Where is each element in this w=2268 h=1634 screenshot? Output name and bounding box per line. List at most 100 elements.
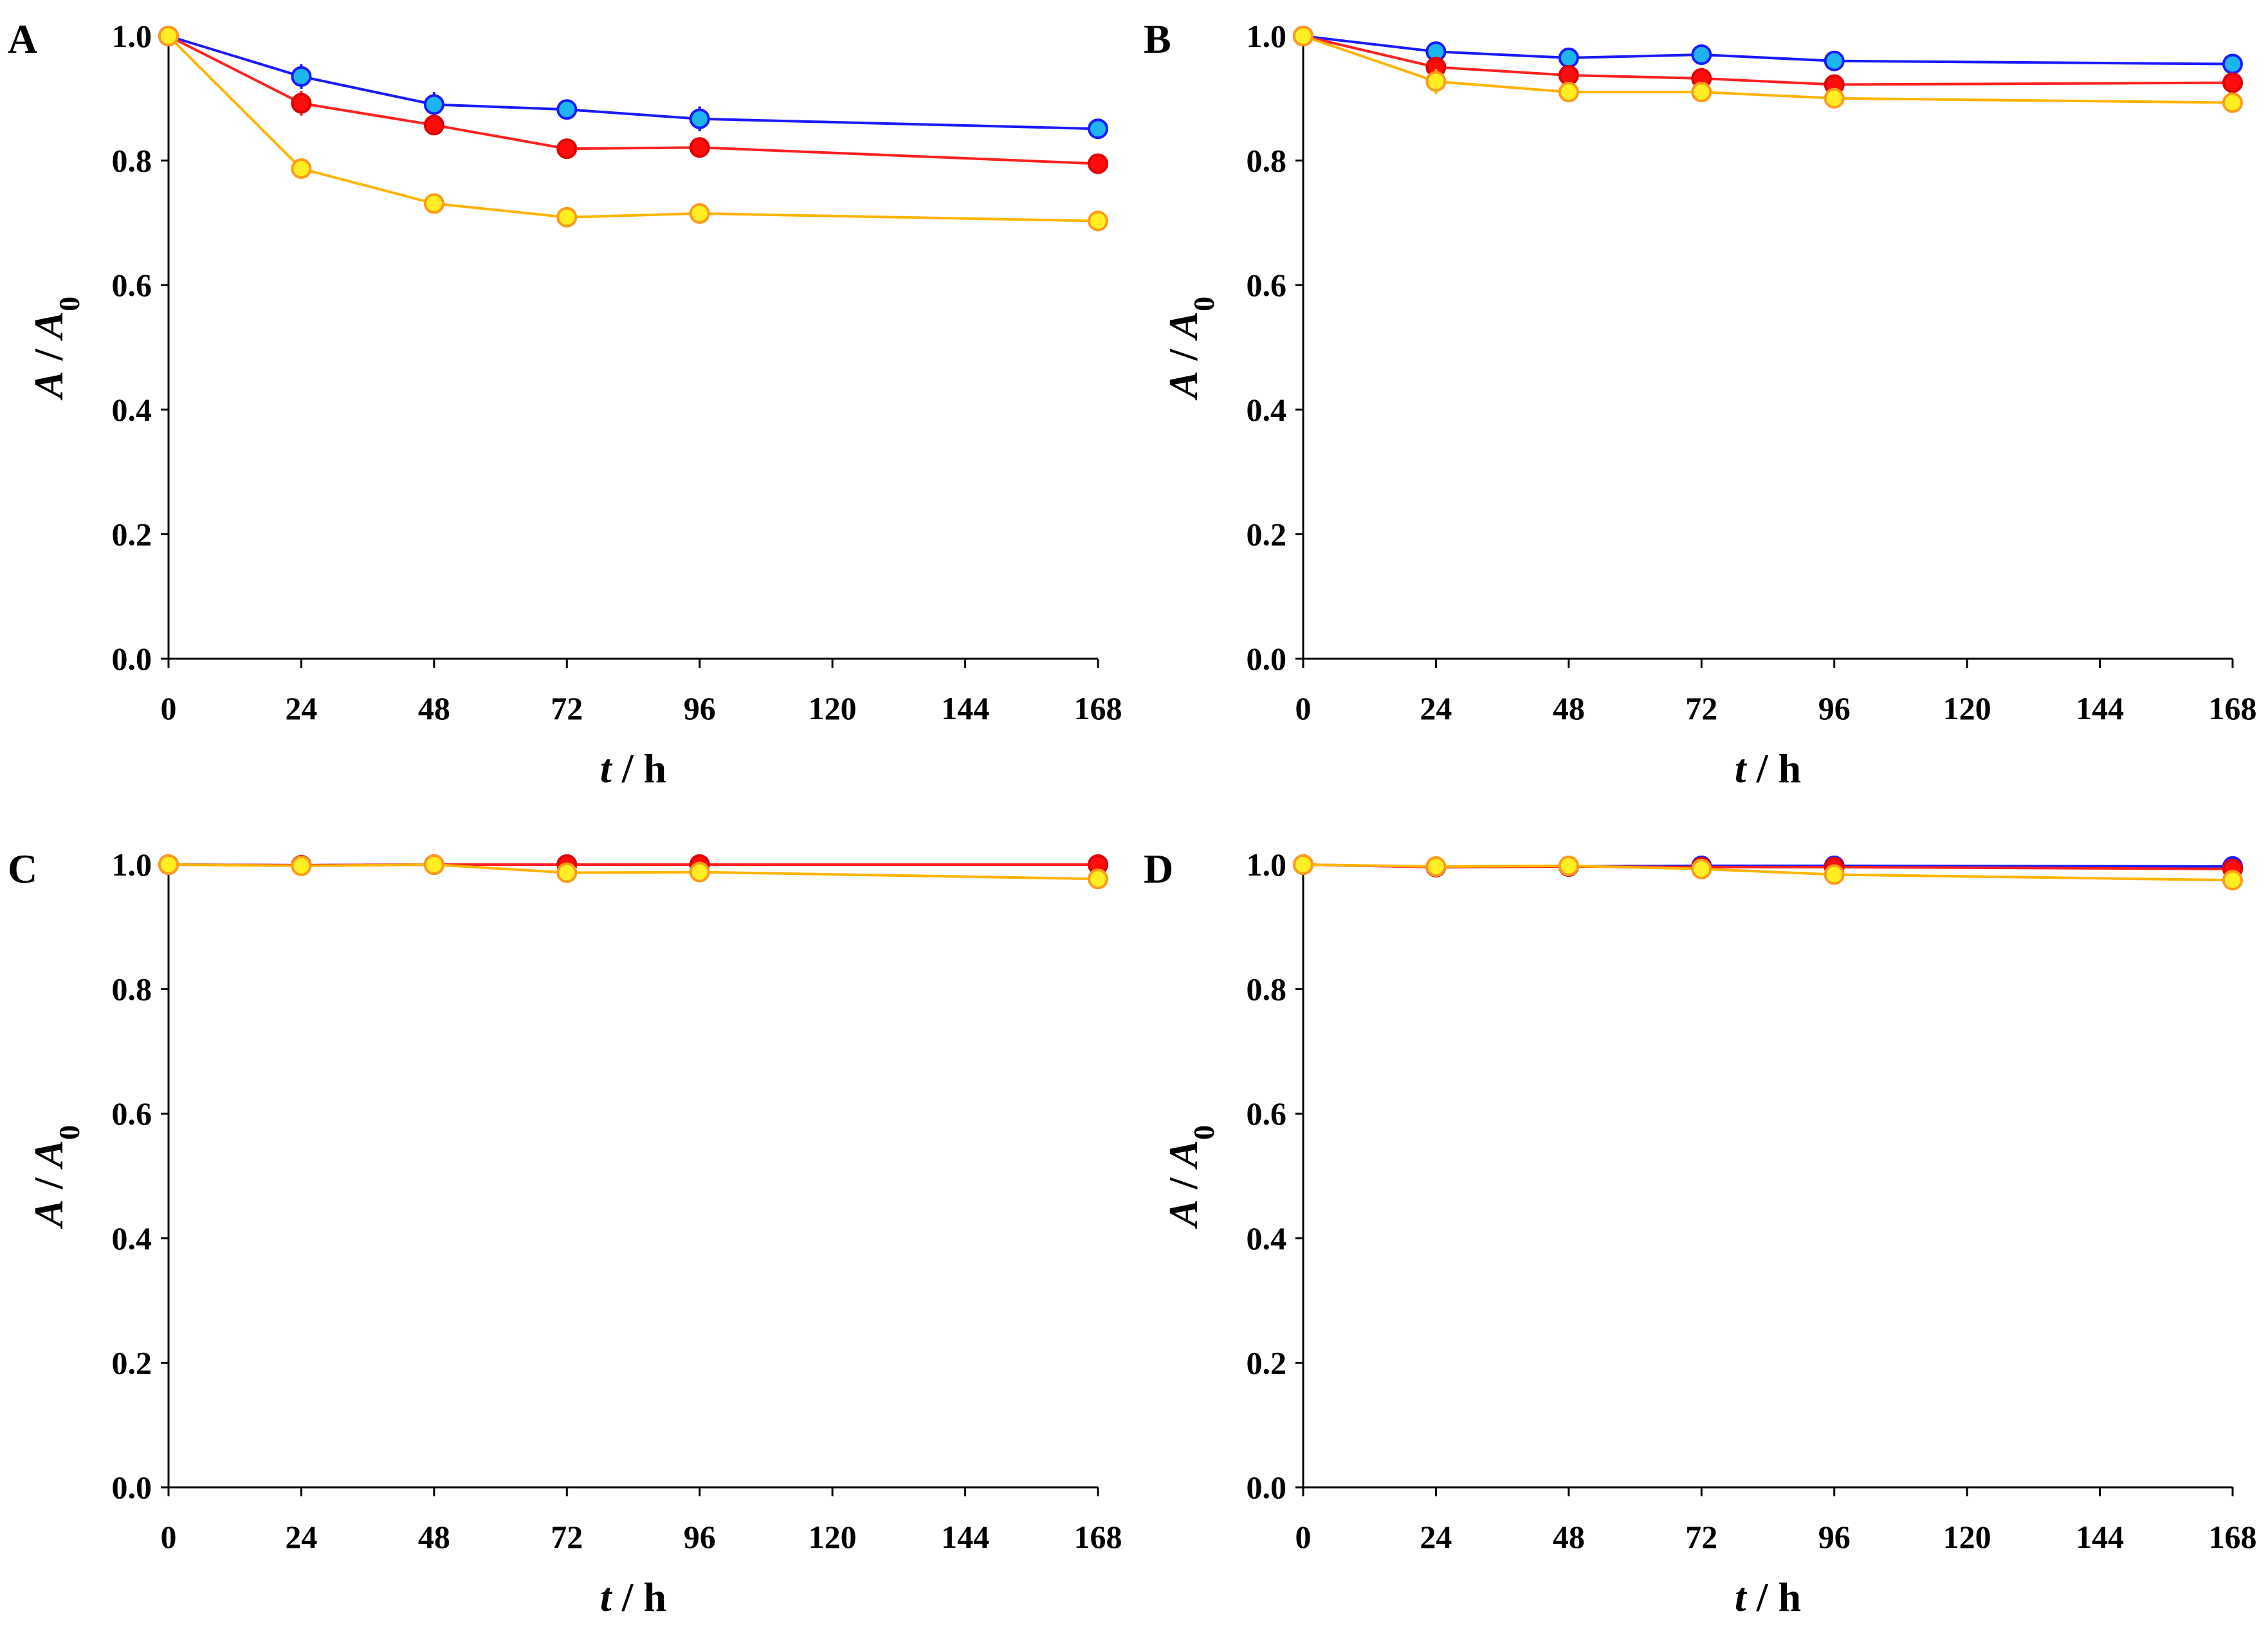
y-axis-title-var: A bbox=[26, 371, 71, 401]
x-tick-label: 96 bbox=[684, 1519, 716, 1555]
x-tick-label: 120 bbox=[1943, 1519, 1991, 1555]
data-point bbox=[423, 94, 444, 115]
data-point bbox=[423, 854, 444, 875]
x-axis-title-var: t bbox=[600, 746, 613, 791]
y-tick-label: 1.0 bbox=[112, 847, 152, 883]
data-point bbox=[556, 99, 578, 120]
series-red bbox=[158, 26, 1108, 174]
y-axis-title: A / A0 bbox=[1160, 1125, 1220, 1229]
panel-b: B 0.0 0.2 0.4 0.6 0.8 1.0 0 24 48 72 96 120 144 168 t /… bbox=[1144, 16, 2257, 791]
y-tick-label: 0.4 bbox=[1247, 1220, 1287, 1256]
y-tick-label: 0.8 bbox=[1247, 143, 1287, 179]
panel-c: C 0.0 0.2 0.4 0.6 0.8 1.0 0 24 48 72 96 120 144 168 t /… bbox=[8, 846, 1122, 1620]
x-tick-label: 24 bbox=[285, 1519, 317, 1555]
series-line-yellow bbox=[168, 863, 1099, 881]
y-axis-title-var2: A bbox=[26, 1140, 71, 1170]
y-axis-title-subscript: 0 bbox=[1187, 297, 1220, 311]
data-point bbox=[1558, 855, 1579, 876]
data-point bbox=[2222, 72, 2243, 93]
y-axis-title-subscript: 0 bbox=[53, 297, 86, 311]
data-point bbox=[1691, 44, 1712, 66]
panel-letter: A bbox=[8, 16, 37, 62]
x-axis-title-var: t bbox=[600, 1574, 613, 1620]
x-tick-label: 0 bbox=[161, 690, 177, 726]
data-point bbox=[689, 137, 710, 158]
data-point bbox=[1293, 26, 1313, 46]
y-axis-title-var: A bbox=[1160, 371, 1206, 401]
x-tick-label: 120 bbox=[1943, 690, 1991, 726]
series-line-blue bbox=[168, 35, 1099, 131]
x-tick-label: 24 bbox=[1420, 690, 1452, 726]
data-point bbox=[689, 108, 710, 129]
x-axis-title: t / h bbox=[1735, 1574, 1801, 1620]
y-axis-title-text: A / A0 bbox=[26, 297, 86, 401]
y-tick-label: 0.0 bbox=[1247, 1469, 1287, 1505]
y-tick-label: 0.2 bbox=[112, 516, 152, 552]
x-axis-title: t / h bbox=[600, 1574, 666, 1620]
x-tick-label: 48 bbox=[418, 1519, 450, 1555]
x-tick-label: 168 bbox=[1074, 690, 1122, 726]
y-tick-label: 0.0 bbox=[112, 641, 152, 677]
x-axis-title-var: t bbox=[1735, 746, 1748, 791]
y-tick-label: 0.8 bbox=[1247, 971, 1287, 1007]
series-blue bbox=[158, 26, 1108, 140]
x-tick-label: 72 bbox=[1685, 690, 1717, 726]
y-axis-title-sep: / bbox=[26, 339, 71, 371]
x-axis-title-unit: / h bbox=[1746, 1574, 1801, 1620]
x-tick-label: 144 bbox=[941, 1519, 989, 1555]
series-line-yellow bbox=[1303, 863, 2233, 882]
data-point bbox=[1088, 210, 1108, 232]
x-axis-title: t / h bbox=[600, 746, 666, 791]
series-line-yellow bbox=[1303, 35, 2233, 104]
y-tick-label: 0.6 bbox=[1247, 1096, 1287, 1132]
y-tick-label: 0.0 bbox=[112, 1469, 152, 1505]
y-axis-title: A / A0 bbox=[26, 1125, 86, 1229]
panel-letter: B bbox=[1144, 16, 1171, 62]
y-tick-label: 0.6 bbox=[112, 1096, 152, 1132]
y-axis-title-text: A / A0 bbox=[26, 1125, 86, 1229]
data-point bbox=[689, 861, 710, 883]
series-line-red bbox=[168, 35, 1099, 165]
data-point bbox=[1824, 87, 1845, 109]
panel-d: D 0.0 0.2 0.4 0.6 0.8 1.0 0 24 48 72 96 120 144 168 t /… bbox=[1144, 846, 2257, 1620]
x-tick-label: 120 bbox=[809, 690, 857, 726]
y-tick-label: 0.2 bbox=[1247, 1345, 1287, 1381]
x-tick-label: 144 bbox=[2076, 690, 2124, 726]
data-point bbox=[291, 158, 312, 179]
data-point bbox=[1088, 118, 1108, 140]
y-axis-title-subscript: 0 bbox=[1187, 1125, 1220, 1140]
data-point bbox=[291, 855, 312, 876]
data-point bbox=[158, 26, 179, 46]
series-yellow bbox=[1293, 26, 2243, 113]
x-tick-label: 72 bbox=[551, 690, 583, 726]
data-point bbox=[1558, 64, 1579, 86]
x-tick-label: 72 bbox=[1685, 1519, 1717, 1555]
y-tick-label: 0.6 bbox=[112, 267, 152, 303]
y-tick-label: 1.0 bbox=[1247, 18, 1287, 54]
x-tick-label: 168 bbox=[1074, 1519, 1122, 1555]
x-tick-label: 48 bbox=[418, 690, 450, 726]
x-tick-label: 144 bbox=[2076, 1519, 2124, 1555]
panel-a: A 0.0 0.2 0.4 0.6 0.8 1.0 0 24 48 72 96 120 144 168 t /… bbox=[8, 16, 1122, 791]
series-line-blue bbox=[1303, 35, 2233, 66]
data-point bbox=[423, 115, 444, 136]
data-point bbox=[689, 203, 710, 224]
y-tick-label: 0.8 bbox=[112, 143, 152, 179]
data-point bbox=[1293, 854, 1313, 875]
y-axis-title-sep: / bbox=[1160, 1168, 1206, 1200]
series-yellow bbox=[1293, 854, 2243, 891]
x-tick-label: 144 bbox=[941, 690, 989, 726]
y-axis-title-var: A bbox=[26, 1199, 71, 1229]
y-tick-label: 0.6 bbox=[1247, 267, 1287, 303]
data-point bbox=[556, 207, 578, 228]
data-point bbox=[2222, 870, 2243, 891]
data-point bbox=[1558, 82, 1579, 103]
y-axis-title-var2: A bbox=[26, 311, 71, 342]
data-point bbox=[1558, 47, 1579, 68]
x-tick-label: 0 bbox=[161, 1519, 177, 1555]
x-tick-label: 24 bbox=[1420, 1519, 1452, 1555]
x-tick-label: 168 bbox=[2209, 690, 2257, 726]
y-axis-title-text: A / A0 bbox=[1160, 297, 1220, 401]
x-axis-title-unit: / h bbox=[612, 746, 666, 791]
